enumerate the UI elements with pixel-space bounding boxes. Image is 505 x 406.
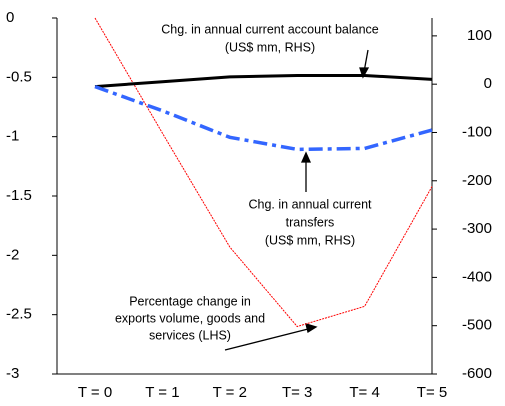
x-tick-label: T = 1 bbox=[145, 384, 179, 401]
arrows bbox=[224, 49, 370, 351]
y2-tick-label: -500 bbox=[462, 317, 492, 334]
y2-tick-label: -200 bbox=[462, 172, 492, 189]
annotation: transfers bbox=[286, 215, 335, 229]
annotation: Percentage change in bbox=[129, 294, 251, 308]
arrow-head bbox=[305, 323, 318, 334]
series-line bbox=[94, 84, 433, 152]
y-tick-label: -0.5 bbox=[6, 68, 32, 85]
x-tick-label: T = 2 bbox=[213, 384, 247, 401]
x-tick-label: T= 5 bbox=[417, 384, 447, 401]
annotation: Chg. in annual current bbox=[249, 197, 373, 211]
y-tick-label: -2.5 bbox=[6, 306, 32, 323]
y2-tick-label: 100 bbox=[467, 27, 492, 44]
x-tick-label: T= 3 bbox=[282, 384, 312, 401]
x-tick-label: T= 4 bbox=[349, 384, 379, 401]
annotation: (US$ mm, RHS) bbox=[225, 40, 315, 54]
series-line bbox=[94, 73, 433, 89]
y2-tick-label: -600 bbox=[462, 365, 492, 382]
arrow-head bbox=[300, 151, 312, 163]
annotation: exports volume, goods and bbox=[115, 311, 265, 325]
y-tick-label: 0 bbox=[6, 9, 14, 26]
y2-tick-label: -400 bbox=[462, 268, 492, 285]
x-tick-label: T = 0 bbox=[78, 384, 112, 401]
series-line bbox=[94, 17, 433, 328]
arrow bbox=[224, 327, 313, 351]
y-tick-label: -1.5 bbox=[6, 187, 32, 204]
y2-tick-label: -100 bbox=[462, 123, 492, 140]
y2-tick-label: 0 bbox=[484, 75, 492, 92]
annotation: services (LHS) bbox=[149, 328, 231, 342]
arrow-head bbox=[359, 67, 370, 79]
y-tick-label: -1 bbox=[6, 128, 19, 145]
y-tick-label: -3 bbox=[6, 365, 19, 382]
annotation: Chg. in annual current account balance bbox=[161, 22, 379, 36]
y-tick-label: -2 bbox=[6, 246, 19, 263]
annotation: (US$ mm, RHS) bbox=[265, 233, 355, 247]
y2-tick-label: -300 bbox=[462, 220, 492, 237]
